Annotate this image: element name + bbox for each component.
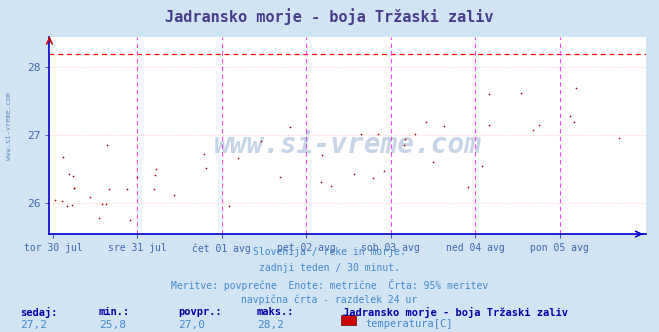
Point <box>399 136 410 142</box>
Point <box>169 193 180 198</box>
Point <box>57 198 67 204</box>
Text: 25,8: 25,8 <box>99 320 126 330</box>
Point <box>484 122 494 127</box>
Point <box>125 218 136 223</box>
Point <box>102 142 113 147</box>
Point <box>316 179 326 184</box>
Point <box>438 124 449 129</box>
Point <box>373 132 384 137</box>
Point <box>148 186 159 191</box>
Point <box>285 124 296 129</box>
Point <box>94 215 104 220</box>
Point <box>201 165 212 170</box>
Text: 27,0: 27,0 <box>178 320 205 330</box>
Point <box>316 153 327 158</box>
Point <box>100 201 111 206</box>
Point <box>121 187 132 192</box>
Text: www.si-vreme.com: www.si-vreme.com <box>5 92 12 160</box>
Point <box>528 127 538 132</box>
Point <box>223 203 234 208</box>
Point <box>349 172 359 177</box>
Text: Slovenija / reke in morje.: Slovenija / reke in morje. <box>253 247 406 257</box>
Point <box>49 197 60 202</box>
Text: Jadransko morje - boja Tržaski zaliv: Jadransko morje - boja Tržaski zaliv <box>343 307 567 318</box>
Point <box>132 174 142 179</box>
Point <box>533 122 544 127</box>
Point <box>368 175 378 180</box>
Point <box>568 119 579 124</box>
Point <box>463 185 473 190</box>
Point <box>69 174 79 179</box>
Text: 27,2: 27,2 <box>20 320 47 330</box>
Point <box>565 114 575 119</box>
Point <box>515 90 526 95</box>
Point <box>410 131 420 137</box>
Point <box>614 135 625 140</box>
Point <box>67 203 78 208</box>
Point <box>150 166 161 172</box>
Point <box>356 131 366 137</box>
Point <box>420 120 431 125</box>
Text: Jadransko morje - boja Tržaski zaliv: Jadransko morje - boja Tržaski zaliv <box>165 8 494 25</box>
Point <box>484 91 494 97</box>
Text: Meritve: povprečne  Enote: metrične  Črta: 95% meritev: Meritve: povprečne Enote: metrične Črta:… <box>171 279 488 290</box>
Point <box>399 143 409 148</box>
Point <box>69 185 79 191</box>
Point <box>477 163 488 168</box>
Point <box>275 175 285 180</box>
Text: min.:: min.: <box>99 307 130 317</box>
Point <box>97 202 107 207</box>
Point <box>571 85 581 91</box>
Text: navpična črta - razdelek 24 ur: navpična črta - razdelek 24 ur <box>241 294 418 305</box>
Point <box>64 171 74 176</box>
Text: www.si-vreme.com: www.si-vreme.com <box>214 131 482 159</box>
Point <box>58 155 69 160</box>
Point <box>62 203 72 208</box>
Text: sedaj:: sedaj: <box>20 307 57 318</box>
Text: 28,2: 28,2 <box>257 320 284 330</box>
Point <box>233 155 243 160</box>
Point <box>199 151 210 156</box>
Text: maks.:: maks.: <box>257 307 295 317</box>
Point <box>104 187 115 192</box>
Point <box>378 168 389 174</box>
Text: temperatura[C]: temperatura[C] <box>366 319 453 329</box>
Text: povpr.:: povpr.: <box>178 307 221 317</box>
Text: zadnji teden / 30 minut.: zadnji teden / 30 minut. <box>259 263 400 273</box>
Point <box>428 160 438 165</box>
Point <box>84 194 95 200</box>
Point <box>69 186 79 191</box>
Point <box>255 138 266 143</box>
Point <box>150 172 160 177</box>
Point <box>326 184 336 189</box>
